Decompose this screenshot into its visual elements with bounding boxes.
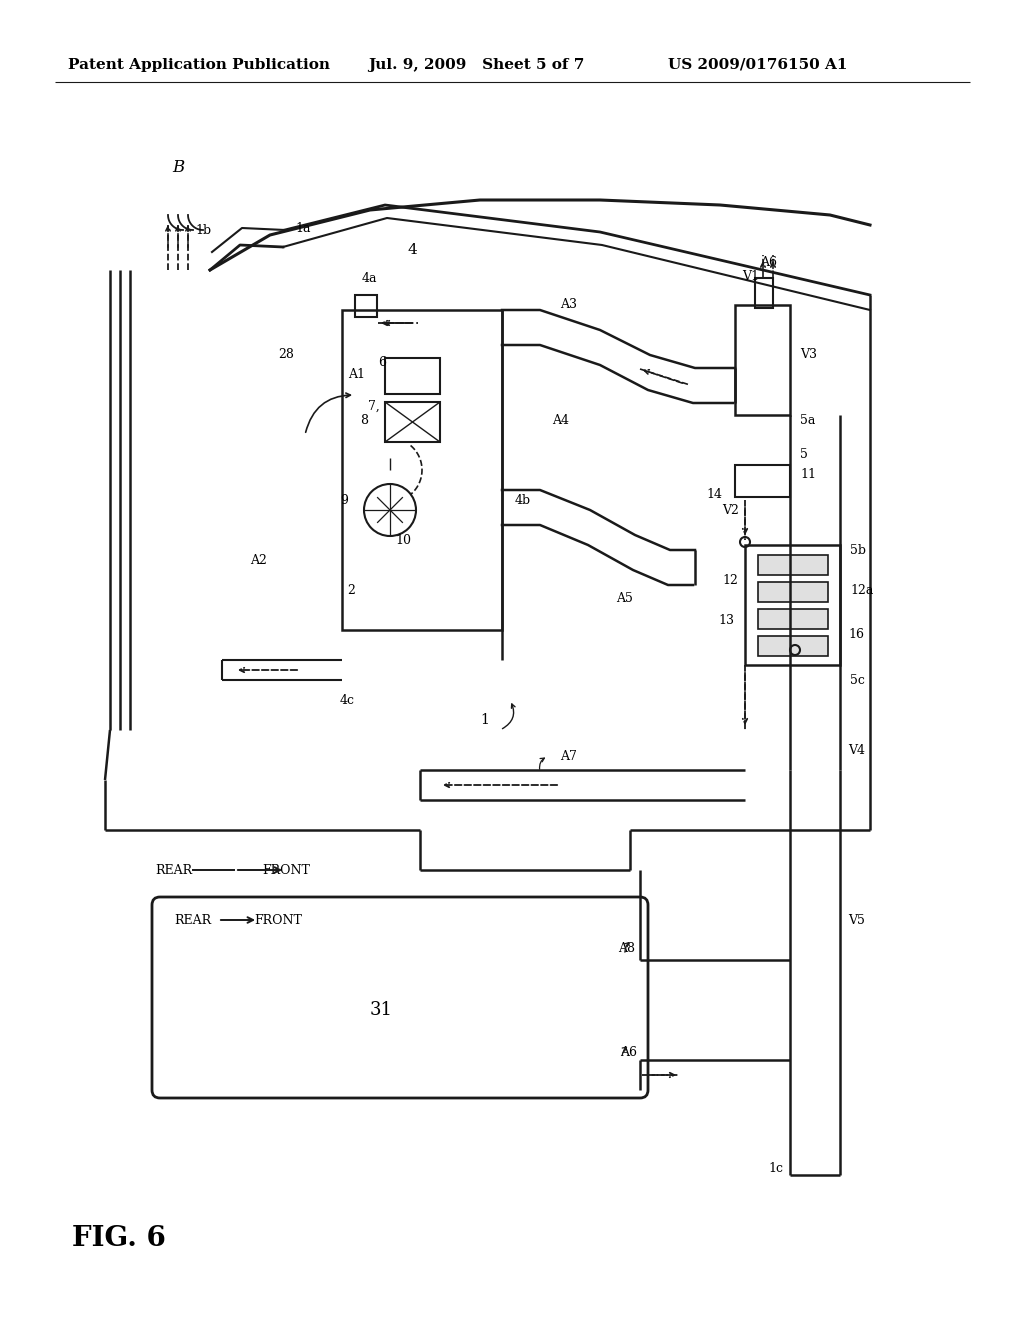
Text: 4b: 4b: [515, 494, 531, 507]
Bar: [755, 279, 773, 308]
Text: 4c: 4c: [340, 693, 355, 706]
Text: 28: 28: [278, 348, 294, 362]
Text: 7,: 7,: [368, 400, 380, 412]
Text: Jul. 9, 2009   Sheet 5 of 7: Jul. 9, 2009 Sheet 5 of 7: [368, 58, 585, 73]
Text: 4: 4: [408, 243, 418, 257]
Bar: [355, 294, 377, 317]
Text: A4: A4: [552, 413, 569, 426]
Bar: [745, 545, 840, 665]
Text: 5: 5: [800, 449, 808, 462]
Text: 13: 13: [718, 614, 734, 627]
Text: 16: 16: [848, 628, 864, 642]
Text: 6: 6: [378, 355, 386, 368]
Text: FRONT: FRONT: [262, 863, 310, 876]
Bar: [758, 609, 828, 630]
Bar: [342, 310, 502, 630]
Text: REAR: REAR: [174, 913, 212, 927]
Text: 1c: 1c: [768, 1162, 783, 1175]
Text: B: B: [172, 158, 184, 176]
Text: 1b: 1b: [195, 223, 211, 236]
Text: 14: 14: [706, 488, 722, 502]
Text: 12a: 12a: [850, 583, 873, 597]
Text: A2: A2: [250, 553, 267, 566]
Text: FRONT: FRONT: [254, 913, 302, 927]
Text: A8: A8: [618, 941, 635, 954]
Text: US 2009/0176150 A1: US 2009/0176150 A1: [668, 58, 848, 73]
Text: A6: A6: [760, 256, 777, 269]
Text: 1: 1: [480, 713, 488, 727]
Text: 12: 12: [722, 573, 738, 586]
Text: 31: 31: [370, 1001, 393, 1019]
Bar: [735, 465, 790, 498]
Bar: [735, 305, 790, 414]
Text: REAR: REAR: [155, 863, 193, 876]
Text: 5c: 5c: [850, 673, 865, 686]
Text: A7: A7: [560, 750, 577, 763]
Bar: [385, 403, 440, 442]
Text: A3: A3: [560, 298, 577, 312]
Text: A6: A6: [620, 1045, 637, 1059]
Text: V5: V5: [848, 913, 865, 927]
Text: 10: 10: [395, 533, 411, 546]
Bar: [758, 636, 828, 656]
Text: 5b: 5b: [850, 544, 866, 557]
Text: V3: V3: [800, 348, 817, 362]
Text: A1: A1: [348, 368, 365, 381]
Text: V1: V1: [742, 271, 759, 284]
Text: 4a: 4a: [362, 272, 378, 285]
Text: 2: 2: [347, 583, 355, 597]
Bar: [758, 582, 828, 602]
Text: FIG. 6: FIG. 6: [72, 1225, 166, 1251]
Bar: [385, 358, 440, 393]
Text: A5: A5: [616, 591, 633, 605]
Text: V2: V2: [722, 503, 739, 516]
Text: 5a: 5a: [800, 413, 815, 426]
Text: 8: 8: [360, 413, 368, 426]
Text: Patent Application Publication: Patent Application Publication: [68, 58, 330, 73]
Text: 1a: 1a: [295, 222, 310, 235]
Text: 9: 9: [340, 494, 348, 507]
Bar: [758, 554, 828, 576]
Text: V4: V4: [848, 743, 865, 756]
Text: 11: 11: [800, 469, 816, 482]
